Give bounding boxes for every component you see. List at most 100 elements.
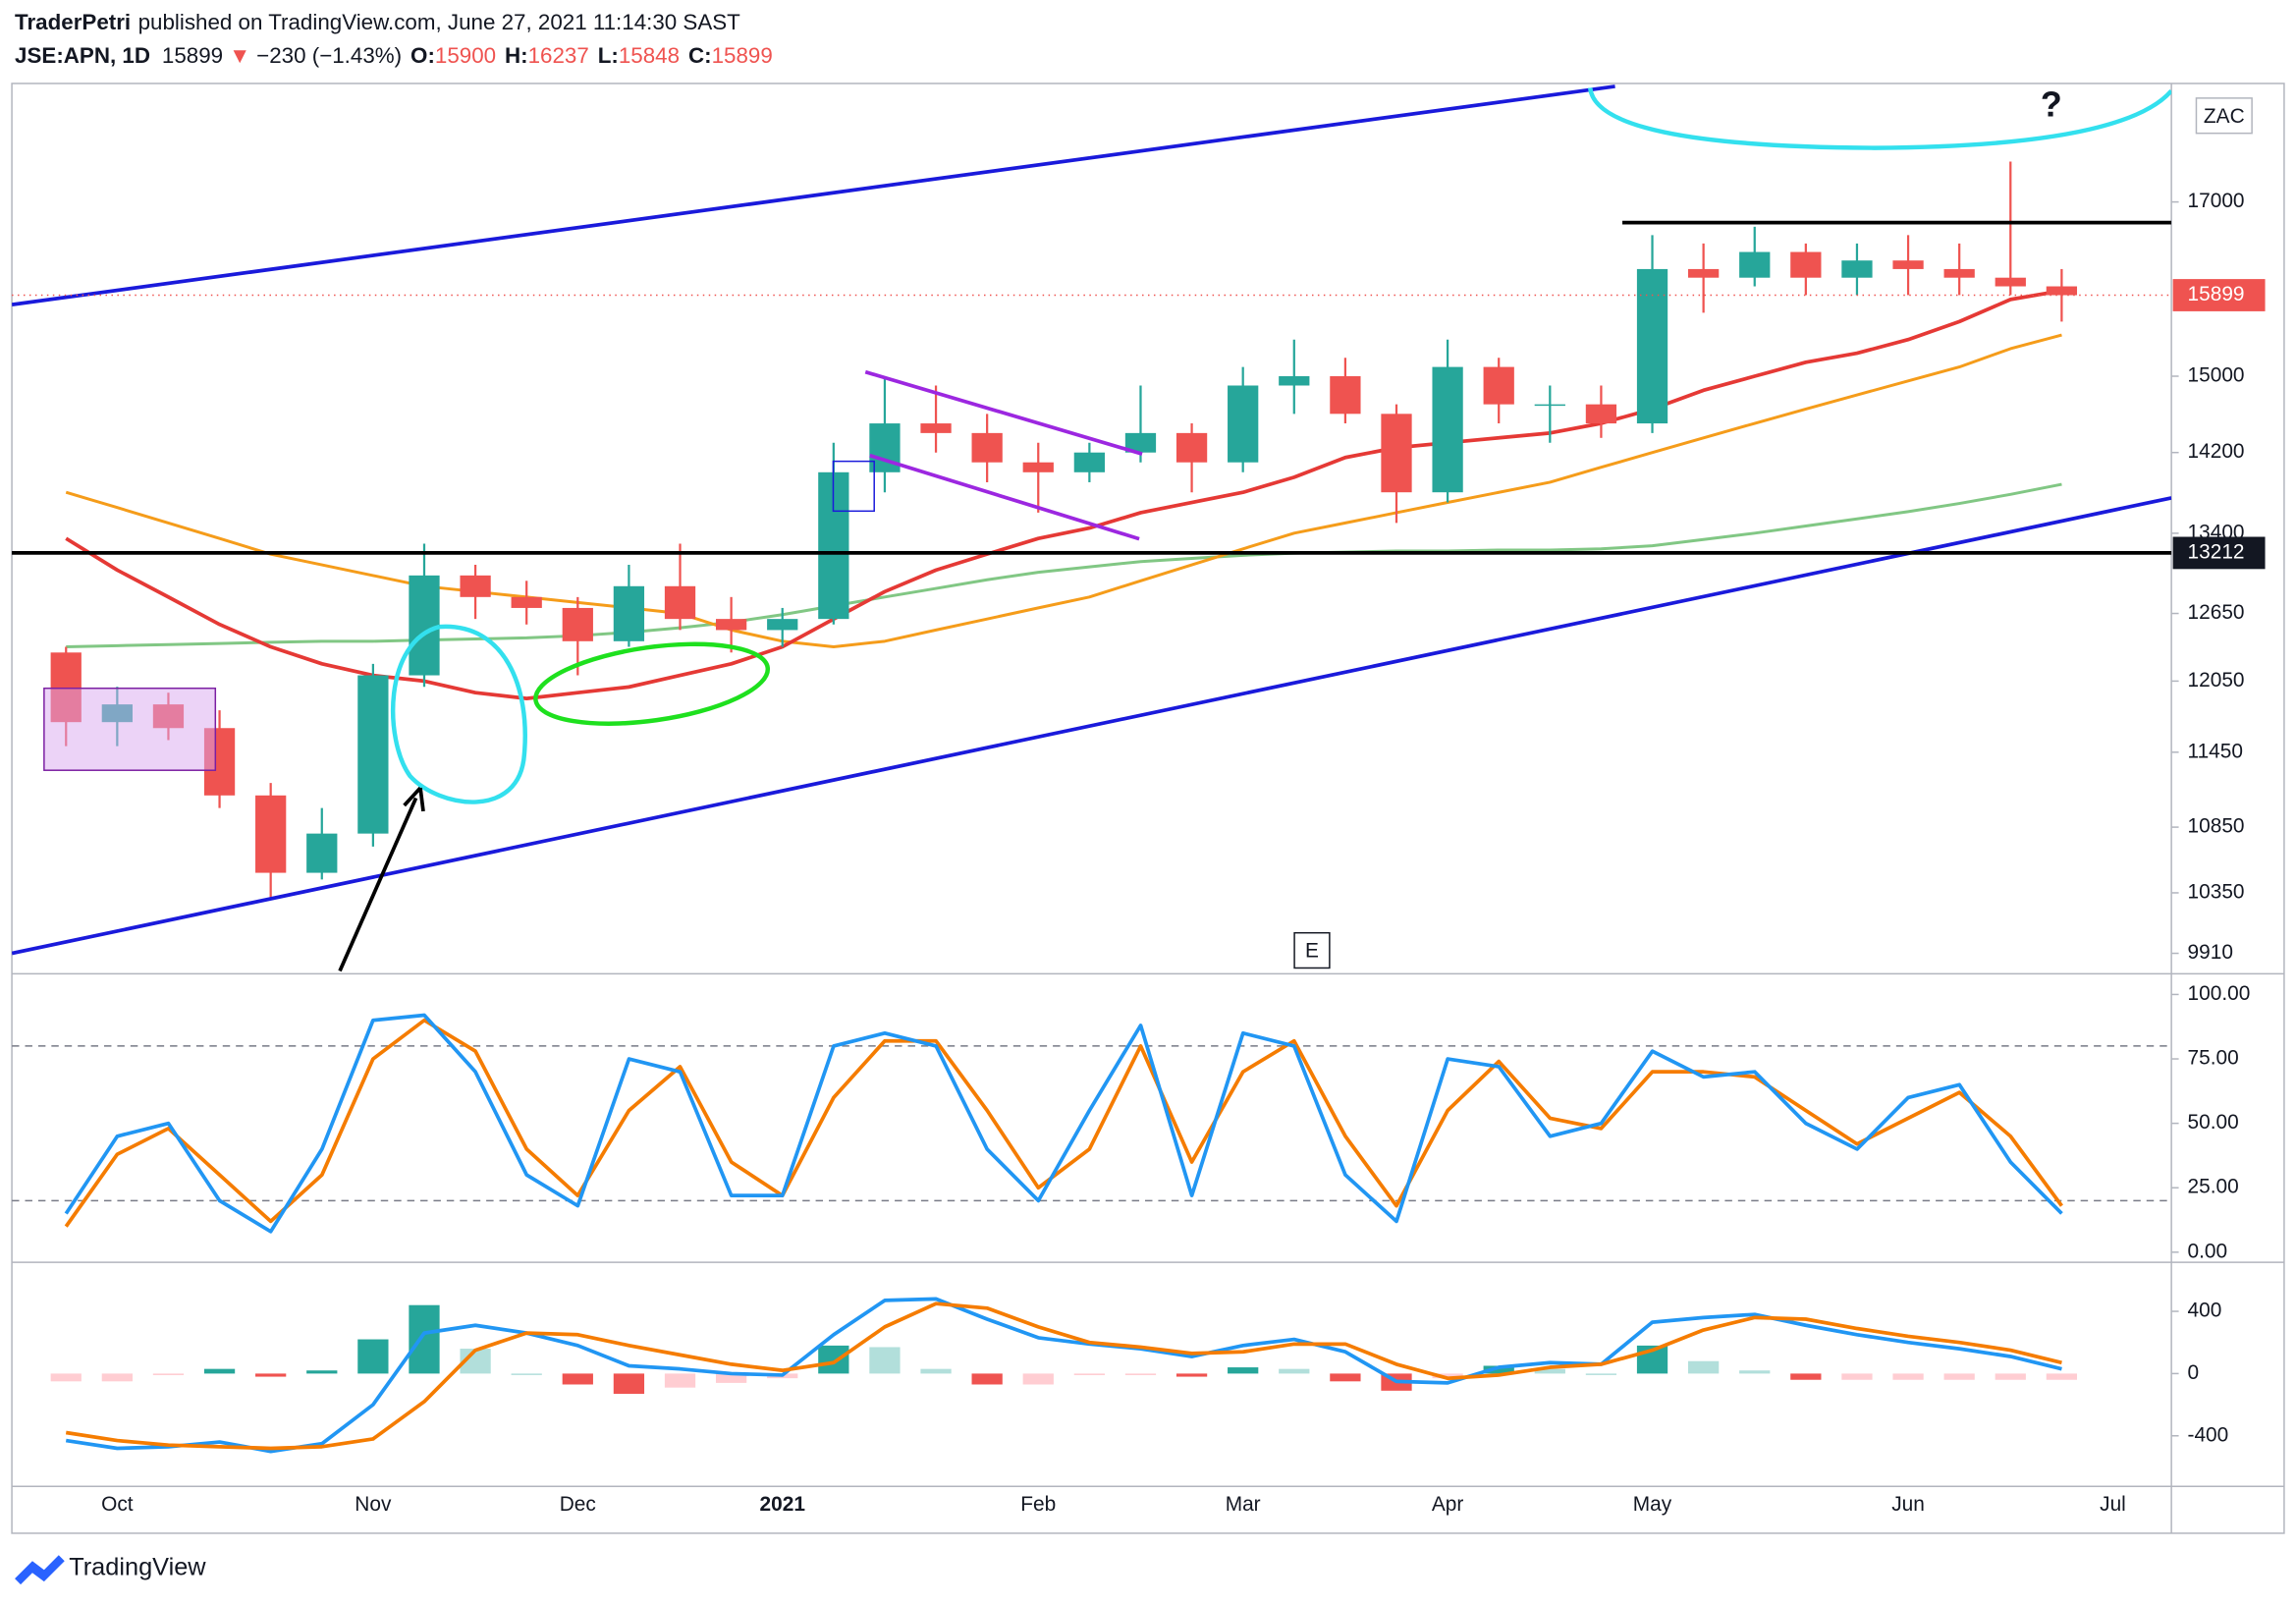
- x-tick-label: Nov: [355, 1493, 392, 1516]
- histogram-bar: [869, 1347, 901, 1374]
- candle-body: [460, 575, 491, 597]
- candle-body: [767, 619, 798, 631]
- y-tick-label: 14200: [2188, 440, 2245, 463]
- candle-body: [1022, 462, 1054, 472]
- histogram-bar: [562, 1373, 593, 1385]
- histogram-bar: [818, 1345, 849, 1374]
- histogram-bar: [101, 1373, 133, 1382]
- x-tick-label: Oct: [101, 1493, 134, 1516]
- candle-body: [357, 675, 389, 834]
- y-tick-label: 0.00: [2188, 1240, 2228, 1262]
- y-tick-label: 400: [2188, 1300, 2222, 1322]
- histogram-bar: [1841, 1373, 1873, 1380]
- candle-body: [306, 833, 338, 873]
- x-tick-label: 2021: [760, 1493, 806, 1516]
- event-marker: E: [1305, 940, 1319, 963]
- direction: ▼: [229, 43, 250, 68]
- x-tick-label: Feb: [1020, 1493, 1056, 1516]
- moving-average: [66, 482, 2062, 649]
- annotation: ?: [2041, 84, 2062, 124]
- macd-line: [65, 1301, 2062, 1451]
- drawings: [12, 84, 2172, 972]
- candle-body: [1892, 260, 1924, 269]
- histogram-bar: [152, 1373, 185, 1375]
- currency-box: [2195, 97, 2253, 135]
- last-price-badge: [2172, 279, 2266, 311]
- arrow-head: [403, 786, 425, 812]
- histogram-bar: [1790, 1373, 1822, 1380]
- histogram-bar: [1892, 1373, 1924, 1380]
- author: TraderPetri: [15, 10, 131, 34]
- histogram-bar: [1228, 1367, 1259, 1374]
- histogram-bar: [511, 1373, 542, 1375]
- candle-body: [715, 619, 747, 631]
- flag-lower: [869, 453, 1140, 541]
- y-tick-label: 50.00: [2188, 1111, 2239, 1134]
- histogram-bar: [613, 1373, 645, 1394]
- y-tick-label: 12650: [2188, 601, 2245, 624]
- y-tick-label: 12050: [2188, 669, 2245, 692]
- histogram-bar: [1124, 1373, 1157, 1375]
- oscillator-line: [64, 1013, 2063, 1234]
- last-price-label: 15899: [2188, 283, 2245, 305]
- symbol: JSE:APN, 1D: [15, 43, 150, 68]
- histogram-bar: [715, 1373, 747, 1383]
- currency: ZAC: [2204, 105, 2245, 128]
- y-tick-label: 9910: [2188, 941, 2233, 964]
- histogram-bar: [1022, 1373, 1054, 1385]
- candle-body: [1124, 432, 1157, 453]
- level-label: 13212: [2188, 540, 2245, 563]
- x-tick-label: Dec: [560, 1493, 596, 1516]
- histogram-bar: [255, 1373, 287, 1377]
- macd-line: [65, 1297, 2062, 1454]
- candle-body: [409, 575, 440, 676]
- x-tick-label: May: [1633, 1493, 1672, 1516]
- arrow: [338, 797, 418, 972]
- change: −230 (−1.43%): [256, 43, 402, 68]
- histogram-bar: [50, 1373, 82, 1382]
- y-tick-label: 0: [2188, 1361, 2200, 1384]
- candle-body: [920, 423, 952, 433]
- flag-upper: [864, 369, 1143, 456]
- macd-pane: [50, 1297, 2078, 1454]
- channel-lower: [12, 496, 2172, 956]
- y-tick-label: 15000: [2188, 364, 2245, 387]
- y-tick-label: 75.00: [2188, 1047, 2239, 1070]
- histogram-bar: [1739, 1370, 1771, 1374]
- low-label: L:: [598, 43, 619, 68]
- histogram-bar: [1943, 1373, 1975, 1380]
- candle-body: [2046, 286, 2078, 296]
- histogram-bar: [409, 1304, 440, 1374]
- small-box: [832, 460, 875, 513]
- high: 16237: [528, 43, 589, 68]
- header-line: TraderPetri published on TradingView.com,…: [15, 10, 740, 34]
- candle-body: [613, 585, 645, 641]
- histogram-bar: [1175, 1373, 1208, 1377]
- histogram-bar: [1073, 1373, 1105, 1375]
- open: 15900: [435, 43, 496, 68]
- candle-body: [1175, 432, 1208, 463]
- histogram-bar: [1432, 1373, 1463, 1379]
- histogram-bar: [971, 1373, 1003, 1385]
- histogram-bar: [306, 1370, 338, 1374]
- candle-body: [1381, 414, 1412, 493]
- histogram-bar: [1534, 1368, 1565, 1374]
- histogram-bar: [1688, 1360, 1720, 1374]
- candle-body: [664, 585, 696, 620]
- candle-body: [1432, 366, 1463, 493]
- y-tick-label: 17000: [2188, 190, 2245, 212]
- y-tick-label: 10850: [2188, 815, 2245, 838]
- cyan-ellipse: [1588, 87, 2172, 150]
- candle-body: [1943, 268, 1975, 278]
- y-tick-label: 10350: [2188, 880, 2245, 903]
- candle-body: [1330, 376, 1361, 415]
- green-ellipse: [533, 641, 771, 726]
- event-box: [1293, 931, 1331, 969]
- x-tick-label: Mar: [1226, 1493, 1261, 1516]
- candle-body: [971, 432, 1003, 463]
- candle-body: [1995, 277, 2026, 287]
- candle-body: [511, 596, 542, 608]
- range-box: [43, 687, 217, 771]
